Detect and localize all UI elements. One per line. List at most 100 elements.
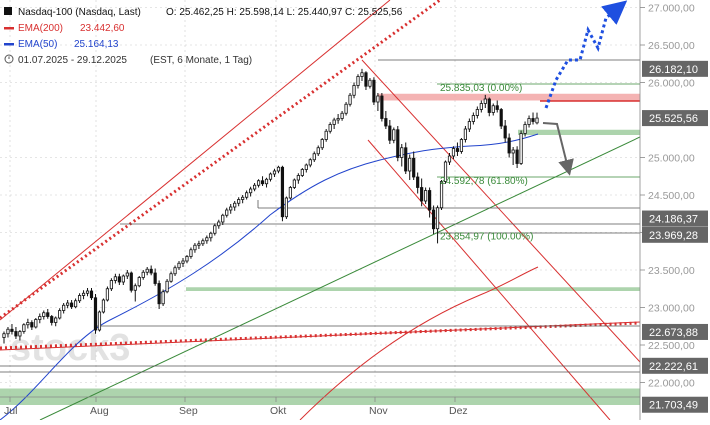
candle xyxy=(62,303,66,314)
y-tick-label: 26.500,00 xyxy=(648,40,695,52)
candle-body xyxy=(169,273,173,282)
channel-upper-line xyxy=(0,0,391,321)
candle-body xyxy=(213,225,217,234)
price-badge: 26.182,10 xyxy=(642,60,708,77)
candle-body xyxy=(249,188,253,194)
candle xyxy=(185,255,189,264)
candle-body xyxy=(523,124,527,134)
candle-body xyxy=(173,267,177,275)
candle xyxy=(471,112,475,125)
candle xyxy=(304,163,308,173)
candle xyxy=(181,258,185,267)
candle-body xyxy=(34,319,38,328)
y-tick-label: 23.500,00 xyxy=(648,265,695,277)
candle-body xyxy=(113,276,117,281)
fib-label: 23.854,97 (100.00%) xyxy=(440,231,533,242)
dotted-lower-trend xyxy=(0,321,640,350)
candle xyxy=(42,310,46,320)
candle-body xyxy=(352,85,356,96)
candle xyxy=(237,197,241,207)
y-tick-label: 22.500,00 xyxy=(648,340,695,352)
candle xyxy=(74,298,78,309)
candle-legend-icon xyxy=(4,7,12,15)
candle-body xyxy=(372,79,376,103)
candle-body xyxy=(38,316,42,320)
legend-ema50-label: EMA(50) xyxy=(18,39,57,50)
candle xyxy=(121,274,125,285)
chart-legend: Nasdaq-100 (Nasdaq, Last) O: 25.462,25 H… xyxy=(4,7,403,66)
candle-body xyxy=(149,268,153,274)
candle xyxy=(439,180,444,210)
price-badge-label: 24.186,37 xyxy=(649,214,698,226)
candle-body xyxy=(284,197,289,218)
candle xyxy=(245,190,249,200)
price-badge-label: 21.703,49 xyxy=(649,400,698,412)
candle-body xyxy=(117,276,121,283)
candle-body xyxy=(412,157,416,178)
candle-body xyxy=(360,72,364,77)
candle xyxy=(519,130,523,165)
candle xyxy=(527,115,531,128)
candle xyxy=(284,196,289,219)
candle xyxy=(404,142,408,174)
candle-body xyxy=(209,232,213,239)
candle-body xyxy=(292,179,296,188)
candle-body xyxy=(276,166,281,172)
candle xyxy=(260,176,265,186)
candle-body xyxy=(46,312,50,317)
y-axis-ticks: 27.000,00 26.500,00 26.000,00 25.000,00 24.5… xyxy=(640,3,695,390)
candle-body xyxy=(459,139,464,152)
candle-body xyxy=(70,302,74,308)
zone-support xyxy=(186,287,640,291)
candle xyxy=(81,290,86,300)
candle xyxy=(165,279,169,294)
candle-body xyxy=(30,322,34,328)
candle-body xyxy=(50,316,54,323)
candle-body xyxy=(252,184,257,190)
candle-body xyxy=(268,173,273,180)
candle-body xyxy=(14,331,18,337)
fib-labels: 25.835,03 (0.00%) 24.592,78 (61.80%) 23.85… xyxy=(440,83,533,243)
candle-body xyxy=(451,148,456,157)
candle-body xyxy=(483,98,487,104)
candle-body xyxy=(535,117,539,124)
candle xyxy=(296,173,300,184)
candle-body xyxy=(260,180,265,185)
candle xyxy=(89,288,94,300)
candle xyxy=(141,270,145,280)
legend-period: 01.07.2025 - 29.12.2025 xyxy=(18,55,127,66)
candle xyxy=(268,172,273,182)
candle xyxy=(316,145,320,156)
candle-body xyxy=(22,324,26,332)
clock-icon xyxy=(4,54,14,64)
candle-body xyxy=(185,256,189,262)
candle-body xyxy=(435,207,440,230)
candle xyxy=(225,207,229,218)
candle xyxy=(189,247,193,259)
candle xyxy=(233,201,237,211)
candle-body xyxy=(348,94,352,105)
candle-body xyxy=(272,170,277,175)
ema200-legend-swatch xyxy=(4,27,14,30)
candle xyxy=(428,187,432,218)
candle xyxy=(523,121,527,137)
candle-body xyxy=(161,291,165,305)
candle xyxy=(85,288,90,297)
candle xyxy=(105,286,110,302)
legend-ema200-label: EMA(200) xyxy=(18,23,63,34)
candle-body xyxy=(324,130,328,140)
candle xyxy=(420,178,424,207)
candle-body xyxy=(396,129,400,158)
candle xyxy=(197,240,201,249)
price-badge-bg xyxy=(642,226,708,243)
candle-body xyxy=(304,164,308,170)
candle xyxy=(324,129,328,142)
x-tick-label: Dez xyxy=(449,405,468,417)
candle xyxy=(133,283,137,302)
candle xyxy=(173,265,177,276)
candle-body xyxy=(443,161,448,182)
candlesticks xyxy=(2,68,539,344)
candle xyxy=(384,111,388,129)
candle-body xyxy=(392,129,396,141)
